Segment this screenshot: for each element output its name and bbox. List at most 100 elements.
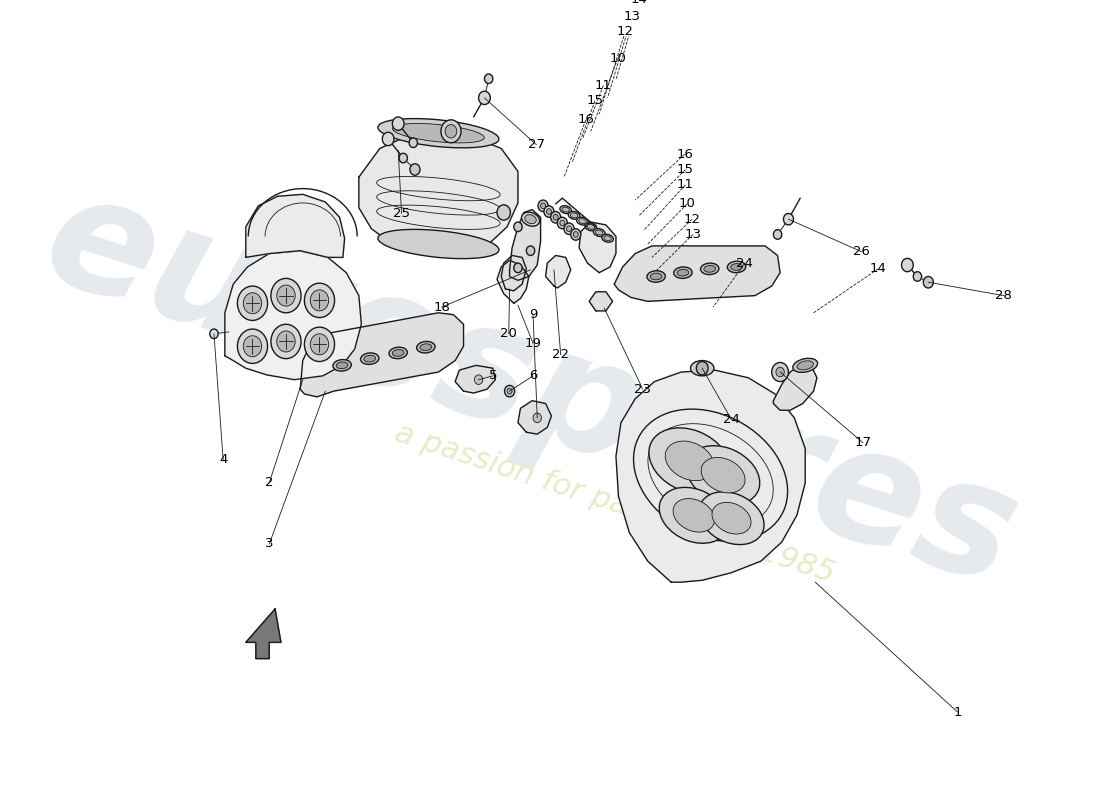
Ellipse shape: [525, 214, 537, 224]
Polygon shape: [502, 255, 526, 291]
Polygon shape: [245, 194, 344, 258]
Circle shape: [696, 362, 708, 375]
Ellipse shape: [593, 229, 605, 237]
Text: 25: 25: [393, 207, 410, 220]
Circle shape: [564, 223, 574, 234]
Circle shape: [507, 388, 513, 394]
Text: 15: 15: [676, 163, 694, 176]
Circle shape: [553, 214, 558, 220]
Text: 1: 1: [954, 706, 961, 718]
Circle shape: [238, 286, 267, 321]
Circle shape: [410, 164, 420, 175]
Ellipse shape: [701, 458, 745, 493]
Text: 14: 14: [631, 0, 648, 6]
Ellipse shape: [604, 236, 612, 241]
Ellipse shape: [364, 355, 375, 362]
Ellipse shape: [417, 342, 434, 353]
Text: 16: 16: [676, 148, 693, 161]
Text: a passion for parts since 1985: a passion for parts since 1985: [390, 419, 838, 589]
Ellipse shape: [579, 218, 586, 223]
Circle shape: [399, 154, 407, 163]
Text: 9: 9: [529, 308, 537, 322]
Circle shape: [446, 125, 456, 138]
Ellipse shape: [361, 353, 378, 365]
Ellipse shape: [378, 230, 499, 258]
Ellipse shape: [595, 230, 603, 235]
Circle shape: [772, 362, 789, 382]
Circle shape: [210, 329, 218, 338]
Ellipse shape: [712, 502, 751, 534]
Circle shape: [277, 331, 295, 352]
Circle shape: [243, 336, 262, 357]
Ellipse shape: [727, 262, 746, 273]
Ellipse shape: [686, 446, 760, 505]
Text: 24: 24: [737, 257, 754, 270]
Circle shape: [383, 132, 394, 146]
Circle shape: [514, 263, 522, 273]
Circle shape: [547, 209, 551, 214]
Circle shape: [305, 327, 334, 362]
Circle shape: [540, 203, 546, 209]
Polygon shape: [359, 131, 518, 254]
Ellipse shape: [420, 344, 431, 350]
Circle shape: [409, 138, 418, 147]
Text: 28: 28: [996, 289, 1012, 302]
Ellipse shape: [560, 206, 572, 214]
Polygon shape: [497, 260, 529, 303]
Circle shape: [776, 367, 784, 377]
Ellipse shape: [393, 350, 404, 356]
Ellipse shape: [521, 212, 540, 226]
Circle shape: [773, 230, 782, 239]
Circle shape: [277, 285, 295, 306]
Text: 13: 13: [624, 10, 640, 23]
Ellipse shape: [337, 362, 348, 369]
Text: 12: 12: [684, 213, 701, 226]
Text: eurospares: eurospares: [26, 159, 1035, 619]
Polygon shape: [224, 250, 362, 380]
Text: 16: 16: [578, 114, 594, 126]
Ellipse shape: [730, 263, 743, 270]
Ellipse shape: [691, 361, 714, 376]
Text: 22: 22: [552, 348, 569, 362]
Circle shape: [551, 211, 561, 223]
Polygon shape: [455, 366, 495, 393]
Ellipse shape: [704, 266, 716, 272]
Ellipse shape: [698, 492, 764, 545]
Text: 11: 11: [595, 79, 612, 92]
Text: 11: 11: [676, 178, 694, 191]
Polygon shape: [509, 210, 540, 280]
Polygon shape: [614, 246, 780, 302]
Ellipse shape: [569, 211, 580, 219]
Ellipse shape: [659, 487, 728, 543]
Ellipse shape: [647, 270, 666, 282]
Circle shape: [783, 214, 793, 225]
Ellipse shape: [393, 123, 484, 143]
Text: 18: 18: [433, 301, 450, 314]
Ellipse shape: [701, 263, 719, 274]
Polygon shape: [773, 366, 817, 410]
Ellipse shape: [389, 347, 407, 358]
Circle shape: [393, 117, 404, 130]
Circle shape: [573, 231, 579, 238]
Circle shape: [505, 386, 515, 397]
Ellipse shape: [678, 270, 689, 276]
Circle shape: [474, 375, 483, 385]
Ellipse shape: [587, 224, 595, 230]
Circle shape: [238, 329, 267, 363]
Circle shape: [271, 278, 301, 313]
Ellipse shape: [793, 358, 817, 372]
Text: 3: 3: [265, 538, 274, 550]
Ellipse shape: [378, 118, 499, 148]
Circle shape: [243, 293, 262, 314]
Circle shape: [902, 258, 913, 272]
Circle shape: [310, 334, 329, 355]
Circle shape: [441, 120, 461, 142]
Circle shape: [571, 229, 581, 240]
Text: 4: 4: [219, 454, 228, 466]
Ellipse shape: [576, 217, 588, 225]
Circle shape: [305, 283, 334, 318]
Ellipse shape: [673, 267, 692, 278]
Text: 12: 12: [617, 26, 634, 38]
Text: 13: 13: [684, 228, 702, 241]
Circle shape: [923, 277, 933, 288]
